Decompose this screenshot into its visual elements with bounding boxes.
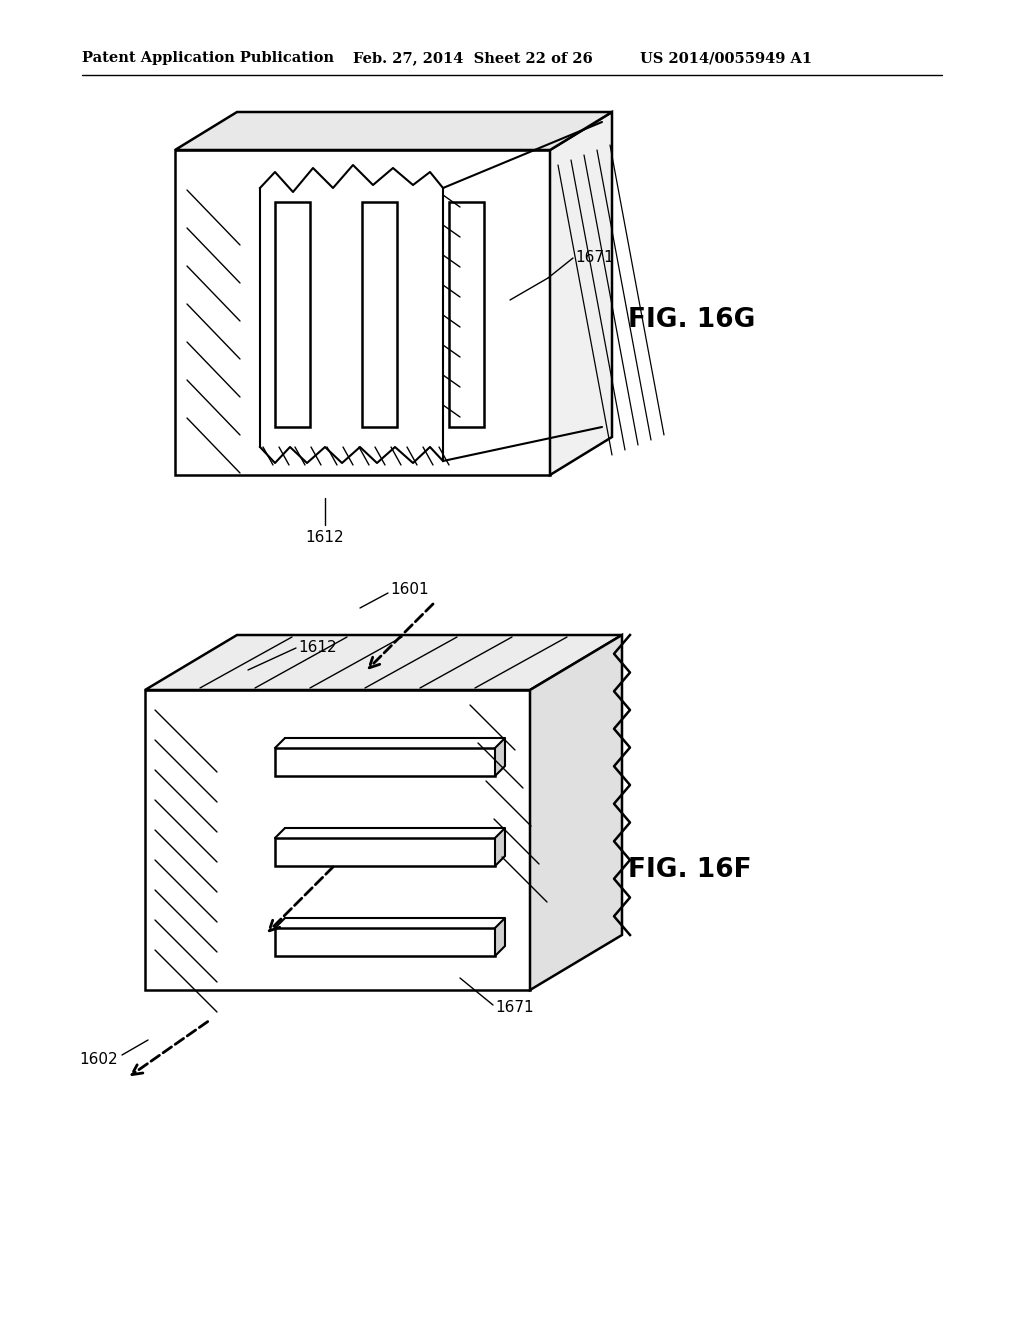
- Polygon shape: [495, 738, 505, 776]
- Bar: [362, 202, 397, 426]
- Text: 1601: 1601: [390, 582, 429, 598]
- Polygon shape: [550, 112, 612, 475]
- Text: Feb. 27, 2014  Sheet 22 of 26: Feb. 27, 2014 Sheet 22 of 26: [353, 51, 593, 65]
- Bar: [275, 202, 310, 426]
- Bar: [275, 928, 495, 956]
- Polygon shape: [175, 150, 550, 475]
- Text: 1671: 1671: [495, 1001, 534, 1015]
- Text: Patent Application Publication: Patent Application Publication: [82, 51, 334, 65]
- Text: 1602: 1602: [80, 1052, 118, 1068]
- Polygon shape: [175, 112, 612, 150]
- Bar: [275, 748, 495, 776]
- Polygon shape: [530, 635, 622, 990]
- Bar: [449, 202, 484, 426]
- Polygon shape: [145, 635, 622, 690]
- Bar: [275, 838, 495, 866]
- Polygon shape: [145, 690, 530, 990]
- Text: US 2014/0055949 A1: US 2014/0055949 A1: [640, 51, 812, 65]
- Text: 1612: 1612: [298, 640, 337, 656]
- Polygon shape: [495, 828, 505, 866]
- Text: FIG. 16F: FIG. 16F: [628, 857, 752, 883]
- Polygon shape: [495, 917, 505, 956]
- Text: FIG. 16G: FIG. 16G: [628, 308, 756, 333]
- Text: 1612: 1612: [306, 531, 344, 545]
- Text: 1671: 1671: [575, 251, 613, 265]
